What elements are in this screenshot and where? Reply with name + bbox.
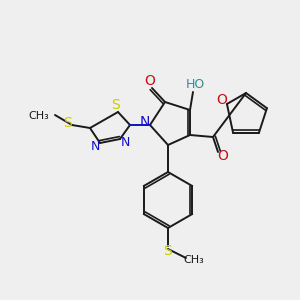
Text: O: O	[218, 149, 228, 163]
Text: O: O	[217, 93, 227, 107]
Text: CH₃: CH₃	[184, 255, 204, 265]
Text: N: N	[120, 136, 130, 149]
Text: N: N	[90, 140, 100, 154]
Text: CH₃: CH₃	[28, 111, 49, 121]
Text: S: S	[112, 98, 120, 112]
Text: N: N	[140, 115, 150, 129]
Text: O: O	[145, 74, 155, 88]
Text: S: S	[164, 244, 172, 258]
Text: S: S	[63, 116, 71, 130]
Text: HO: HO	[185, 77, 205, 91]
